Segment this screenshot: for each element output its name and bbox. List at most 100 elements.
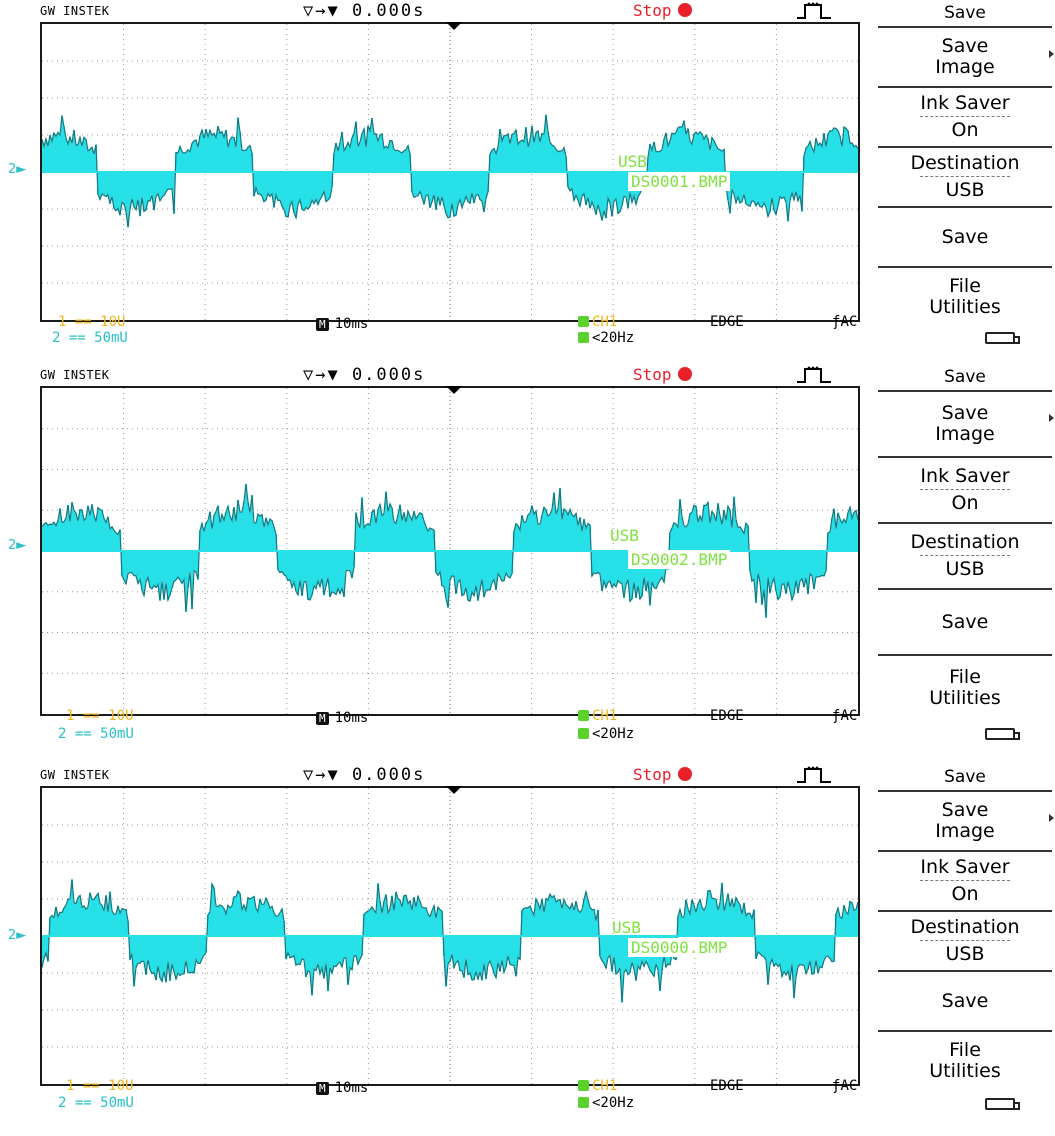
run-status: Stop: [633, 0, 692, 22]
rising-edge-icon: ƒ: [832, 314, 841, 330]
trigger-type: EDGE: [710, 708, 744, 724]
ch2-ground-marker: 2►: [8, 928, 27, 943]
stop-indicator-icon: [677, 367, 692, 381]
filter-badge-icon: [578, 1097, 589, 1108]
rising-edge-icon: ƒ: [832, 708, 841, 724]
ink-saver-toggle[interactable]: Ink Saver On: [878, 852, 1052, 912]
overlay-storage-label: USB: [610, 526, 639, 545]
trigger-source: CH1: [578, 708, 617, 724]
scope-screen-1: GW INSTEK ▽→▼ 0.000s Stop 2► USB DS0001.…: [0, 0, 1055, 372]
submenu-arrow-icon: [1049, 50, 1054, 58]
menu-title: Save: [878, 0, 1052, 28]
menu-title: Save: [878, 764, 1052, 792]
overlay-storage-label: USB: [612, 918, 641, 937]
overlay-file-name: DS0002.BMP: [628, 550, 731, 569]
trigger-position-marker: [446, 386, 462, 394]
run-status: Stop: [633, 364, 692, 386]
timebase: M 10ms: [316, 1080, 368, 1096]
ch2-scale: 2 == 50mU: [58, 726, 134, 742]
scope-screen-2: GW INSTEK ▽→▼ 0.000s Stop 2► USB DS0002.…: [0, 364, 1055, 742]
trigger-position-readout: ▽→▼ 0.000s: [303, 1, 426, 21]
waveform-grid: [40, 22, 860, 322]
submenu-arrow-icon: [1049, 414, 1054, 422]
trigger-source-badge-icon: [578, 710, 589, 721]
save-image-button[interactable]: Save Image: [878, 28, 1054, 88]
ch1-scale: 1 == 10U: [66, 708, 134, 724]
file-utilities-button[interactable]: File Utilities: [929, 666, 1001, 709]
usb-connected-icon: [985, 728, 1020, 740]
destination-selector[interactable]: Destination USB: [878, 524, 1052, 590]
scope-screen-3: GW INSTEK ▽→▼ 0.000s Stop 2► USB DS0000.…: [0, 764, 1055, 1136]
trigger-filter: <20Hz: [578, 1095, 634, 1111]
usb-connected-icon: [985, 1098, 1020, 1110]
acquisition-mode-icon: [797, 766, 831, 788]
filter-badge-icon: [578, 728, 589, 739]
ch2-scale: 2 == 50mU: [58, 1095, 134, 1111]
stop-indicator-icon: [677, 767, 692, 781]
timebase: M 10ms: [316, 316, 368, 332]
overlay-file-name: DS0001.BMP: [628, 172, 731, 191]
waveform-envelope: [42, 114, 858, 228]
acquisition-mode-icon: [797, 2, 831, 24]
save-button[interactable]: Save: [878, 972, 1052, 1032]
trigger-type: EDGE: [710, 314, 744, 330]
trigger-position-marker: [446, 786, 462, 794]
destination-selector[interactable]: Destination USB: [878, 912, 1052, 972]
submenu-arrow-icon: [1049, 814, 1054, 822]
save-menu: Save Save Image Ink Saver On Destination US…: [872, 364, 1054, 714]
timebase-icon: M: [316, 318, 329, 331]
acquisition-mode-icon: [797, 366, 831, 388]
trigger-source-badge-icon: [578, 316, 589, 327]
ch2-ground-marker: 2►: [8, 538, 27, 553]
save-button[interactable]: Save: [878, 590, 1052, 656]
usb-connected-icon: [985, 332, 1020, 344]
waveform-envelope: [42, 483, 858, 618]
trigger-slope: ƒAC: [832, 314, 858, 330]
run-status: Stop: [633, 764, 692, 786]
save-menu: Save Save Image Ink Saver On Destination US…: [872, 0, 1054, 322]
trigger-slope: ƒAC: [832, 708, 858, 724]
timebase: M 10ms: [316, 710, 368, 726]
trigger-position-readout: ▽→▼ 0.000s: [303, 365, 426, 385]
save-image-button[interactable]: Save Image: [878, 792, 1054, 852]
save-button[interactable]: Save: [878, 208, 1052, 268]
ch2-ground-marker: 2►: [8, 162, 27, 177]
timebase-icon: M: [316, 1082, 329, 1095]
ink-saver-toggle[interactable]: Ink Saver On: [878, 88, 1052, 148]
ch2-waveform: [42, 114, 858, 228]
trigger-position-marker: [446, 22, 462, 30]
status-text: Stop: [633, 765, 672, 784]
destination-selector[interactable]: Destination USB: [878, 148, 1052, 208]
ch2-waveform: [42, 483, 858, 618]
waveform-grid: [40, 786, 860, 1086]
waveform-envelope: [42, 879, 858, 1003]
ch1-scale: 1 == 10U: [58, 314, 126, 330]
save-image-button[interactable]: Save Image: [878, 392, 1054, 458]
file-utilities-button[interactable]: File Utilities: [929, 275, 1001, 318]
status-text: Stop: [633, 1, 672, 20]
trigger-source: CH1: [578, 314, 617, 330]
trigger-slope: ƒAC: [832, 1078, 858, 1094]
brand-label: GW INSTEK: [40, 4, 110, 18]
stop-indicator-icon: [677, 3, 692, 17]
trigger-filter: <20Hz: [578, 330, 634, 346]
ink-saver-toggle[interactable]: Ink Saver On: [878, 458, 1052, 524]
save-menu: Save Save Image Ink Saver On Destination US…: [872, 764, 1054, 1086]
trigger-type: EDGE: [710, 1078, 744, 1094]
status-text: Stop: [633, 365, 672, 384]
trigger-source-badge-icon: [578, 1080, 589, 1091]
waveform-grid: [40, 386, 860, 716]
trigger-position-readout: ▽→▼ 0.000s: [303, 765, 426, 785]
trigger-filter: <20Hz: [578, 726, 634, 742]
ch2-waveform: [42, 879, 858, 1003]
overlay-file-name: DS0000.BMP: [628, 938, 731, 957]
brand-label: GW INSTEK: [40, 768, 110, 782]
ch2-scale: 2 == 50mU: [52, 330, 128, 346]
menu-title: Save: [878, 364, 1052, 392]
filter-badge-icon: [578, 332, 589, 343]
timebase-icon: M: [316, 712, 329, 725]
ch1-scale: 1 == 10U: [66, 1078, 134, 1094]
brand-label: GW INSTEK: [40, 368, 110, 382]
trigger-source: CH1: [578, 1078, 617, 1094]
file-utilities-button[interactable]: File Utilities: [929, 1039, 1001, 1082]
